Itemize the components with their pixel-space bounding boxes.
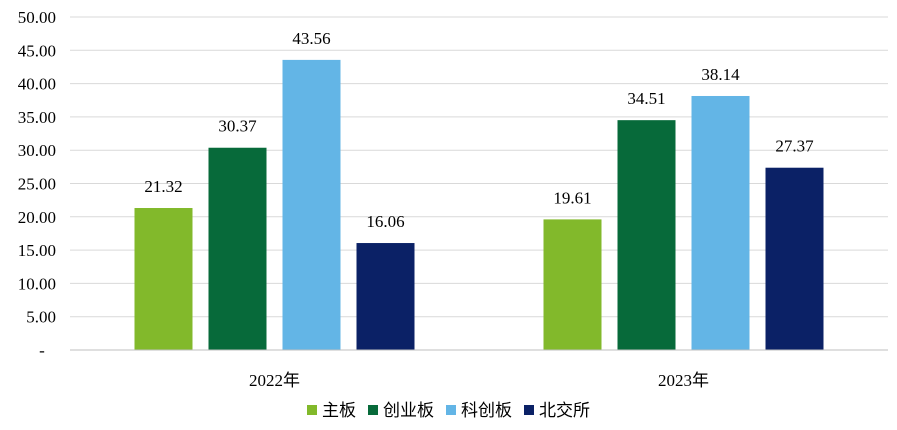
gridlines bbox=[70, 16, 888, 318]
legend-label: 科创板 bbox=[461, 401, 512, 421]
legend-item: 主板 bbox=[307, 401, 356, 421]
bars bbox=[134, 59, 824, 351]
legend: 主板 创业板 科创板 北交所 bbox=[307, 401, 590, 421]
legend-label: 创业板 bbox=[383, 401, 434, 421]
data-labels: 21.32 30.37 43.56 16.06 19.61 34.51 38.14 27.37 bbox=[144, 29, 814, 231]
bar bbox=[543, 219, 602, 350]
y-tick-label: 5.00 bbox=[26, 308, 56, 327]
data-label: 16.06 bbox=[366, 212, 404, 231]
legend-swatch bbox=[446, 405, 456, 415]
legend-label: 北交所 bbox=[539, 401, 590, 421]
data-label: 19.61 bbox=[553, 188, 591, 207]
bar bbox=[134, 208, 193, 350]
bar bbox=[765, 167, 824, 350]
y-tick-label: 15.00 bbox=[18, 241, 56, 260]
data-label: 34.51 bbox=[627, 89, 665, 108]
legend-swatch bbox=[524, 405, 534, 415]
y-tick-label: 35.00 bbox=[18, 108, 56, 127]
bar bbox=[208, 147, 267, 350]
legend-item: 创业板 bbox=[368, 401, 434, 421]
y-tick-label: - bbox=[39, 341, 45, 360]
y-tick-label: 50.00 bbox=[18, 8, 56, 27]
y-tick-label: 40.00 bbox=[18, 75, 56, 94]
legend-label: 主板 bbox=[322, 401, 356, 421]
bar bbox=[691, 95, 750, 350]
data-label: 43.56 bbox=[292, 29, 330, 48]
y-tick-label: 20.00 bbox=[18, 208, 56, 227]
legend-items: 主板 创业板 科创板 北交所 bbox=[307, 401, 590, 421]
x-axis-category-labels: 2022年 2023年 bbox=[249, 371, 709, 390]
y-tick-label: 45.00 bbox=[18, 41, 56, 60]
y-tick-label: 25.00 bbox=[18, 175, 56, 194]
legend-item: 北交所 bbox=[524, 401, 590, 421]
y-axis-tick-labels: - 5.00 10.00 15.00 20.00 25.00 30.00 35.00 40.00… bbox=[18, 8, 56, 360]
data-label: 21.32 bbox=[144, 177, 182, 196]
x-category-label: 2023年 bbox=[658, 371, 709, 390]
bar bbox=[617, 120, 676, 351]
legend-swatch bbox=[368, 405, 378, 415]
y-tick-label: 30.00 bbox=[18, 141, 56, 160]
data-label: 27.37 bbox=[775, 137, 814, 156]
bar bbox=[356, 243, 415, 350]
data-label: 38.14 bbox=[701, 65, 740, 84]
legend-swatch bbox=[307, 405, 317, 415]
data-label: 30.37 bbox=[218, 117, 257, 136]
y-tick-label: 10.00 bbox=[18, 274, 56, 293]
legend-item: 科创板 bbox=[446, 401, 512, 421]
bar bbox=[282, 59, 341, 350]
x-category-label: 2022年 bbox=[249, 371, 300, 390]
